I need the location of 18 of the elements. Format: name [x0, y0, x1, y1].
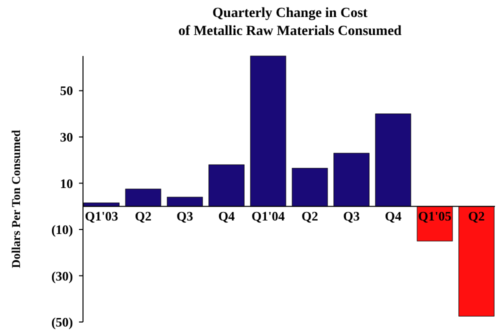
- x-tick-label: Q2: [468, 208, 485, 224]
- y-tick-label: 30: [60, 130, 73, 145]
- x-tick-label: Q2: [134, 208, 152, 224]
- x-tick-label: Q1'03: [84, 208, 119, 224]
- y-tick-label: (30): [51, 268, 73, 284]
- y-tick-label: (50): [51, 314, 73, 330]
- y-tick-label: (10): [51, 222, 73, 238]
- y-tick-label: 10: [60, 176, 73, 191]
- x-tick-label: Q3: [343, 208, 360, 224]
- x-tick-label: Q4: [384, 208, 402, 224]
- x-tick-label: Q1'05: [418, 208, 452, 224]
- x-tick-label: Q3: [176, 208, 194, 224]
- y-axis-title: Dollars Per Ton Consumed: [9, 130, 23, 268]
- x-tick-label: Q2: [302, 208, 318, 224]
- chart-title: Quarterly Change in Cost of Metallic Raw Materials Consumed: [178, 6, 402, 39]
- x-tick-label: Q4: [218, 208, 236, 224]
- y-tick-label: 50: [60, 83, 73, 98]
- x-tick-label: Q1'04: [252, 208, 286, 224]
